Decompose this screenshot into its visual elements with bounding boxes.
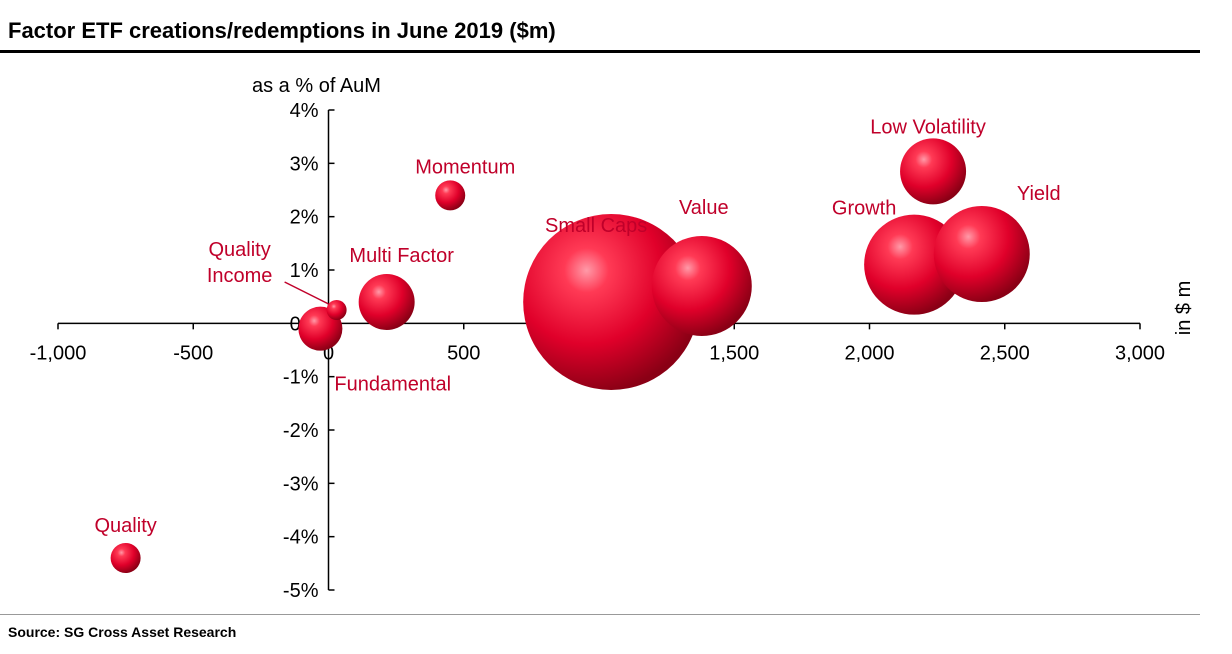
- bubble-value: [651, 236, 752, 336]
- y-tick-label: -3%: [283, 473, 319, 495]
- bubble-multi-factor: [358, 274, 415, 330]
- x-tick-label: -1,000: [30, 342, 87, 364]
- x-axis-title: in $ m: [1173, 281, 1195, 335]
- bubble-quality-income: [326, 300, 347, 320]
- bubble-yield: [933, 206, 1030, 302]
- bubble-quality: [110, 543, 141, 573]
- y-tick-label: -1%: [283, 367, 319, 389]
- x-tick-label: 2,500: [980, 342, 1030, 364]
- bubble-low-volatility: [900, 138, 967, 205]
- y-tick-label: 2%: [290, 207, 319, 229]
- x-tick-label: 1,500: [709, 342, 759, 364]
- point-label-quality-income: Income: [207, 265, 273, 287]
- source-note: Source: SG Cross Asset Research: [8, 624, 237, 640]
- point-label-growth: Growth: [832, 198, 896, 220]
- y-axis-title: as a % of AuM: [252, 75, 381, 97]
- x-tick-label: 2,000: [844, 342, 894, 364]
- y-tick-label: 4%: [290, 100, 319, 122]
- leader-line-quality-income: [284, 281, 329, 305]
- chart-title: Factor ETF creations/redemptions in June…: [8, 18, 556, 43]
- y-tick-label: -4%: [283, 527, 319, 549]
- x-tick-label: 500: [447, 342, 480, 364]
- point-label-quality-income: Quality: [208, 239, 270, 261]
- y-tick-label: -5%: [283, 580, 319, 602]
- point-label-fundamental: Fundamental: [334, 374, 451, 396]
- point-label-small-caps: Small Caps: [545, 215, 647, 237]
- x-tick-label: 3,000: [1115, 342, 1165, 364]
- y-tick-label: -2%: [283, 420, 319, 442]
- point-label-multi-factor: Multi Factor: [349, 245, 454, 267]
- x-tick-label: 0: [323, 342, 334, 364]
- title-divider: [0, 50, 1200, 53]
- point-label-yield: Yield: [1017, 183, 1061, 205]
- footer-divider: [0, 614, 1200, 615]
- y-tick-label: 3%: [290, 153, 319, 175]
- point-label-value: Value: [679, 197, 729, 219]
- bubble-small-caps: [523, 214, 700, 390]
- y-tick-label: 1%: [290, 260, 319, 282]
- x-tick-label: -500: [173, 342, 213, 364]
- point-label-momentum: Momentum: [415, 156, 515, 178]
- point-label-low-volatility: Low Volatility: [870, 116, 986, 138]
- point-label-quality: Quality: [95, 515, 157, 537]
- bubble-momentum: [435, 180, 466, 211]
